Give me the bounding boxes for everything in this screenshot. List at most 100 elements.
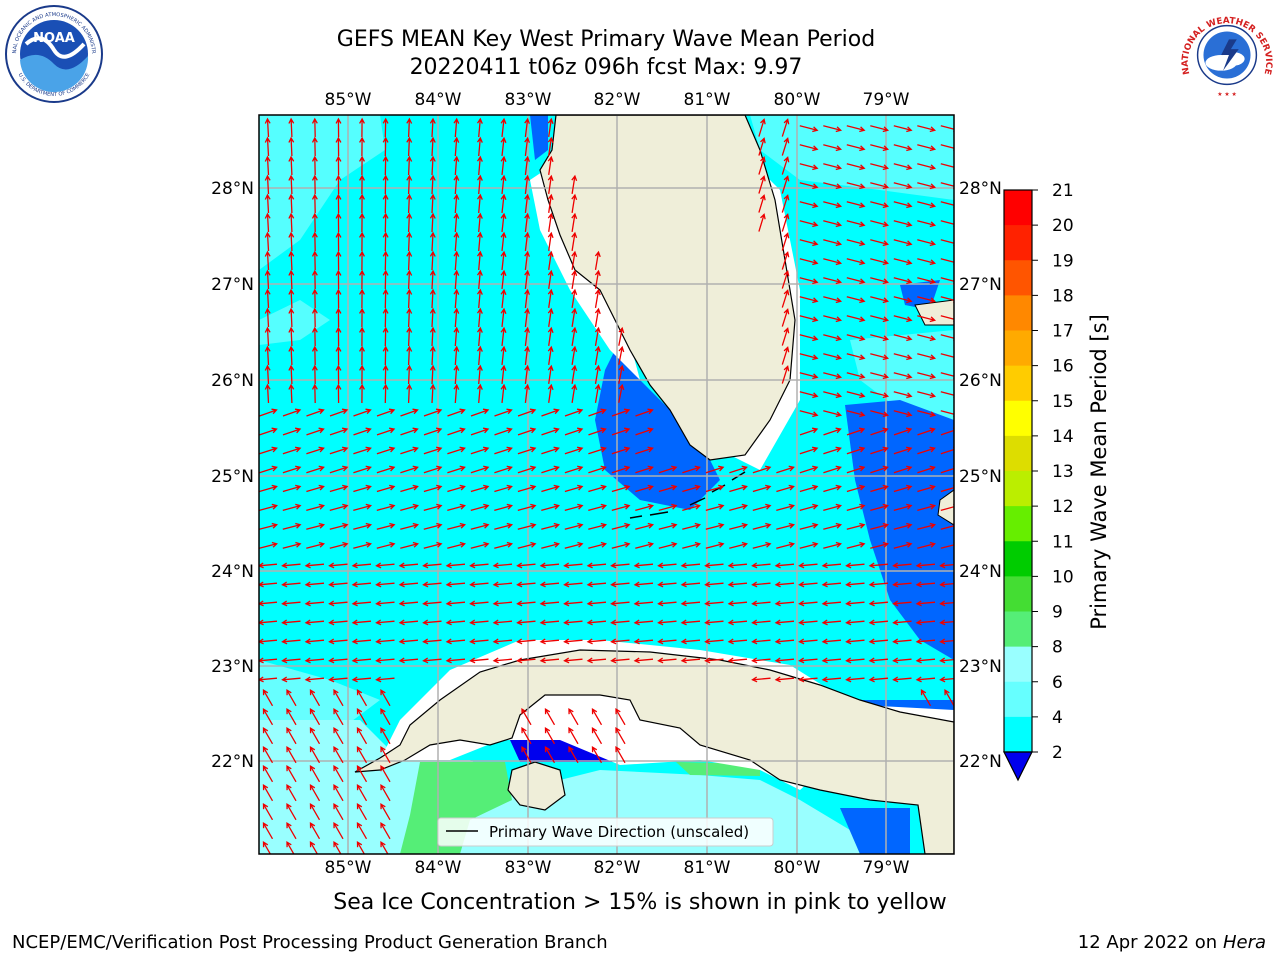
wave-direction-arrow [571, 345, 578, 366]
wave-direction-arrow [939, 676, 954, 683]
wave-direction-arrow [281, 657, 301, 664]
wave-direction-arrow [846, 334, 866, 342]
wave-direction-arrow [304, 657, 325, 664]
wave-direction-arrow [758, 194, 766, 213]
wave-direction-arrow [306, 465, 325, 474]
wave-direction-arrow [445, 657, 466, 664]
wave-direction-arrow [588, 408, 607, 417]
wave-direction-arrow [799, 427, 819, 436]
wave-direction-arrow [870, 522, 890, 530]
wave-direction-arrow [470, 484, 490, 493]
wave-direction-arrow [333, 784, 344, 802]
wave-direction-arrow [311, 326, 318, 347]
wave-direction-arrow [705, 465, 725, 474]
svg-text:NOAA: NOAA [33, 31, 75, 46]
wave-direction-arrow [917, 239, 937, 247]
wave-direction-arrow [657, 600, 677, 607]
wave-direction-arrow [893, 410, 913, 418]
wave-direction-arrow [633, 657, 654, 664]
wave-direction-arrow [359, 307, 365, 328]
wave-direction-arrow [823, 522, 843, 530]
wave-direction-arrow [282, 446, 302, 455]
wave-direction-arrow [940, 125, 954, 133]
wave-direction-arrow [823, 334, 843, 342]
wave-direction-arrow [359, 269, 365, 290]
wave-direction-arrow [494, 503, 513, 512]
wave-direction-arrow [516, 657, 536, 664]
wave-direction-arrow [264, 231, 271, 252]
wave-direction-arrow [476, 193, 483, 214]
wave-direction-arrow [281, 676, 301, 683]
wave-direction-arrow [633, 619, 654, 626]
wave-direction-arrow [259, 581, 278, 588]
wave-direction-arrow [657, 657, 677, 664]
wave-direction-arrow [541, 446, 560, 455]
wave-direction-arrow [845, 657, 865, 664]
wave-direction-arrow [262, 784, 274, 802]
wave-direction-arrow [288, 212, 295, 233]
wave-direction-arrow [870, 277, 890, 285]
lat-label: 26°N [211, 371, 254, 391]
wave-direction-arrow [304, 600, 325, 607]
wave-direction-arrow [682, 465, 701, 474]
wave-direction-arrow [262, 708, 274, 726]
wave-direction-arrow [774, 562, 795, 569]
wave-direction-arrow [940, 522, 954, 530]
wave-direction-arrow [547, 269, 554, 289]
wave-direction-arrow [917, 446, 936, 455]
wave-direction-arrow [729, 484, 748, 493]
wave-direction-arrow [429, 136, 436, 157]
wave-direction-arrow [870, 465, 889, 474]
wave-direction-arrow [799, 163, 819, 171]
wave-direction-arrow [618, 383, 625, 403]
wave-direction-arrow [868, 619, 889, 626]
wave-direction-arrow [893, 372, 913, 380]
wave-direction-arrow [870, 372, 890, 380]
wave-direction-arrow [547, 212, 554, 232]
wave-direction-arrow [264, 364, 271, 385]
wave-direction-arrow [547, 155, 554, 175]
colorbar-segment [1004, 260, 1032, 296]
wave-direction-arrow [259, 541, 278, 549]
wave-direction-arrow [823, 372, 843, 380]
wave-direction-arrow [893, 163, 913, 171]
colorbar-segment [1004, 365, 1032, 402]
wave-direction-arrow [846, 201, 866, 209]
wave-direction-arrow [311, 307, 318, 328]
wave-direction-arrow [571, 364, 578, 385]
wave-direction-arrow [658, 484, 678, 493]
wave-direction-arrow [262, 841, 272, 854]
wave-direction-arrow [400, 446, 419, 455]
wave-direction-arrow [282, 427, 302, 436]
wave-direction-arrow [657, 619, 677, 626]
wave-direction-arrow [516, 581, 536, 588]
wave-direction-arrow [329, 522, 349, 530]
wave-direction-arrow [594, 269, 601, 290]
wave-direction-arrow [328, 562, 348, 569]
wave-direction-arrow [264, 307, 271, 328]
wave-direction-arrow [594, 307, 601, 328]
wave-direction-arrow [564, 446, 584, 455]
wave-direction-arrow [571, 326, 578, 347]
wave-direction-arrow [870, 144, 890, 152]
wave-direction-arrow [264, 212, 271, 233]
wave-direction-arrow [868, 638, 889, 645]
wave-direction-arrow [335, 307, 342, 328]
wave-direction-arrow [259, 562, 278, 569]
wave-direction-arrow [382, 288, 389, 309]
wave-direction-arrow [329, 446, 349, 455]
wave-direction-arrow [547, 136, 554, 156]
wave-direction-arrow [682, 503, 701, 512]
wave-direction-arrow [870, 427, 889, 436]
wave-direction-arrow [353, 408, 372, 417]
wave-direction-arrow [917, 315, 937, 323]
wave-direction-arrow [288, 231, 295, 252]
wave-direction-arrow [781, 365, 790, 384]
wave-direction-arrow [398, 619, 419, 626]
wave-direction-arrow [500, 288, 507, 308]
wave-direction-arrow [423, 522, 443, 530]
wave-direction-arrow [940, 465, 954, 474]
wave-direction-arrow [328, 581, 348, 588]
wave-direction-arrow [492, 581, 513, 588]
wave-direction-arrow [939, 562, 954, 569]
